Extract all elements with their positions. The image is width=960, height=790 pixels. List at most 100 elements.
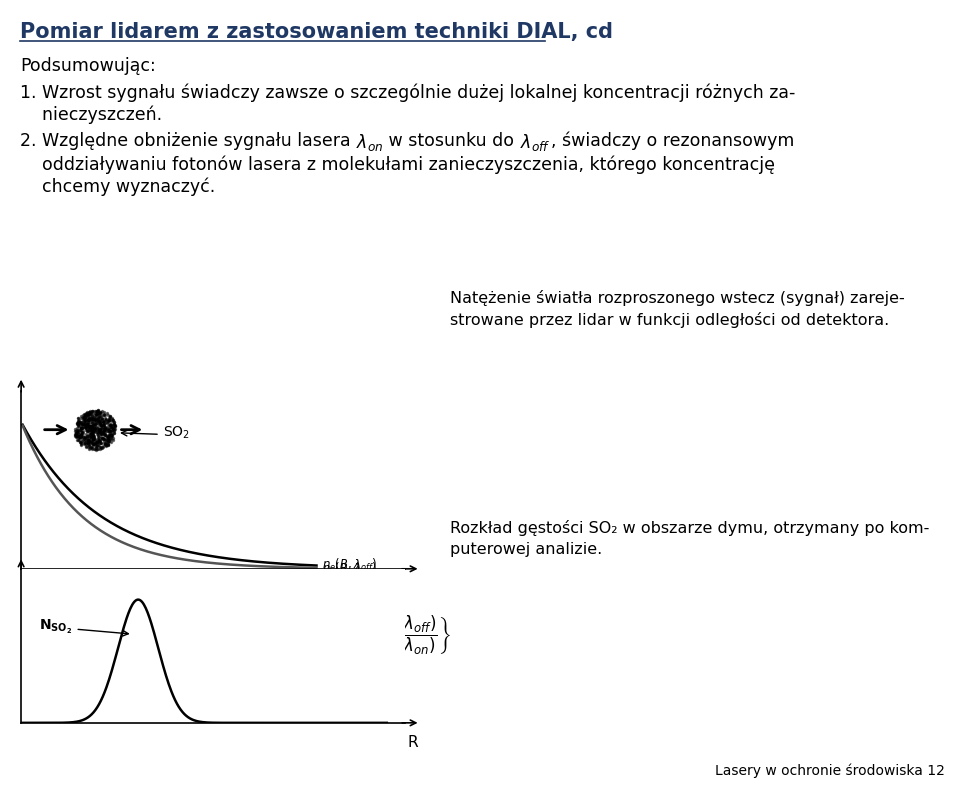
Point [74, 425, 89, 438]
Point [91, 411, 107, 423]
Point [85, 420, 101, 433]
Point [96, 423, 111, 436]
Point [87, 419, 103, 432]
Point [85, 434, 101, 446]
Point [85, 417, 101, 430]
Point [102, 419, 117, 432]
Point [87, 414, 103, 427]
Text: $\mathbf{N_{SO_2}}$: $\mathbf{N_{SO_2}}$ [39, 619, 129, 637]
Point [78, 440, 93, 453]
Point [82, 420, 97, 433]
Text: Natężenie światła rozproszonego wstecz (sygnał) zareje-: Natężenie światła rozproszonego wstecz (… [450, 290, 904, 306]
Point [88, 409, 104, 422]
Point [98, 412, 113, 425]
Point [90, 423, 106, 436]
Point [94, 432, 109, 445]
Point [78, 414, 93, 427]
Point [73, 437, 88, 450]
Point [82, 412, 97, 425]
Text: Podsumowując:: Podsumowując: [20, 57, 156, 75]
Point [97, 426, 112, 438]
Point [82, 406, 97, 419]
Point [75, 419, 90, 431]
Point [98, 438, 113, 451]
Point [100, 438, 115, 450]
Point [84, 412, 99, 424]
Point [76, 431, 91, 444]
Point [67, 428, 83, 441]
Point [84, 425, 99, 438]
Point [78, 419, 93, 432]
Point [83, 421, 98, 434]
Point [98, 440, 113, 453]
Point [91, 434, 107, 446]
Point [83, 428, 98, 441]
Point [83, 442, 98, 454]
Point [102, 410, 117, 423]
Point [76, 412, 91, 425]
Point [104, 428, 119, 441]
Point [78, 436, 93, 449]
Point [84, 412, 100, 425]
Point [87, 423, 103, 436]
Point [92, 412, 108, 425]
Point [101, 427, 116, 440]
Point [104, 419, 119, 432]
Point [97, 421, 112, 434]
Point [105, 425, 120, 438]
Point [81, 441, 96, 453]
Point [92, 428, 108, 441]
Point [89, 436, 105, 449]
Point [87, 410, 103, 423]
Point [75, 422, 90, 434]
Point [96, 432, 111, 445]
Point [108, 419, 123, 431]
Point [81, 438, 96, 451]
Point [89, 435, 105, 447]
Point [90, 404, 106, 416]
Point [71, 416, 86, 428]
Point [91, 433, 107, 446]
Point [68, 428, 84, 441]
Point [80, 414, 95, 427]
Point [101, 430, 116, 442]
Point [85, 433, 101, 446]
Point [92, 416, 108, 429]
Point [85, 429, 101, 442]
Point [101, 412, 116, 425]
Point [92, 406, 108, 419]
Point [99, 429, 114, 442]
Point [84, 434, 100, 446]
Point [105, 433, 120, 446]
Point [84, 437, 100, 450]
Point [71, 433, 86, 446]
Point [82, 422, 97, 434]
Point [107, 427, 122, 439]
Point [80, 407, 95, 419]
Point [93, 437, 108, 450]
Point [87, 434, 103, 446]
Point [79, 432, 94, 445]
Point [78, 419, 93, 432]
Point [82, 413, 97, 426]
Point [85, 438, 101, 450]
Point [99, 422, 114, 434]
Point [80, 423, 95, 436]
Point [85, 425, 101, 438]
Point [89, 439, 105, 452]
Point [81, 434, 96, 446]
Point [103, 411, 118, 423]
Point [70, 412, 85, 425]
Point [92, 441, 108, 453]
Point [80, 418, 95, 431]
Point [89, 408, 105, 420]
Point [77, 413, 92, 426]
Point [87, 404, 103, 417]
Point [76, 411, 91, 423]
Point [74, 428, 89, 441]
Point [77, 438, 92, 450]
Point [104, 421, 119, 434]
Text: SO$_2$: SO$_2$ [163, 424, 190, 441]
Point [92, 415, 108, 427]
Point [93, 435, 108, 447]
